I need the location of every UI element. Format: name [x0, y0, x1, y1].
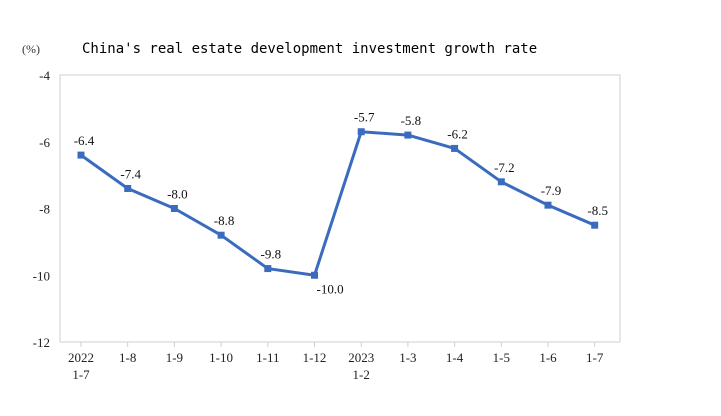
x-tick-label: 2022 1-7 [68, 350, 94, 382]
data-point [124, 184, 132, 192]
data-point [77, 151, 85, 159]
plot-frame [59, 74, 621, 343]
data-point [264, 265, 272, 273]
data-label: -7.4 [120, 166, 141, 181]
y-axis: -4 -6 -8 -10 -12 [33, 68, 51, 350]
data-point [404, 131, 412, 139]
y-tick-label: -8 [39, 202, 50, 217]
data-markers [77, 128, 599, 279]
y-tick-label: -4 [39, 68, 50, 83]
y-tick-label: -10 [33, 268, 50, 283]
y-tick-label: -12 [33, 335, 50, 350]
x-tick-label: 1-4 [446, 350, 464, 365]
data-point [451, 144, 459, 152]
data-label: -8.0 [167, 187, 188, 202]
y-unit-label: (%) [22, 42, 40, 56]
data-label: -10.0 [317, 281, 344, 296]
x-tick-label: 1-11 [256, 350, 279, 365]
data-point [170, 205, 178, 212]
series-line [80, 130, 596, 277]
data-label: -6.4 [74, 133, 95, 148]
data-point [544, 201, 552, 209]
x-tick-label: 1-3 [399, 350, 416, 365]
data-point [217, 231, 225, 239]
chart-title: China's real estate development investme… [82, 41, 537, 57]
x-tick-label: 1-8 [119, 350, 136, 365]
data-label: -6.2 [447, 126, 468, 141]
x-tick-label: 1-10 [209, 350, 233, 365]
data-point [591, 221, 599, 229]
data-label: -7.9 [541, 183, 562, 198]
data-label: -9.8 [261, 247, 282, 262]
data-point [311, 271, 318, 279]
data-point [357, 128, 365, 136]
x-tick-label: 1-5 [493, 350, 510, 365]
x-tick-label: 1-9 [166, 350, 183, 365]
data-label: -5.7 [354, 110, 375, 125]
x-tick-label: 1-7 [586, 350, 604, 365]
data-point [497, 178, 505, 186]
data-labels: -6.4 -7.4 -8.0 -8.8 -9.8 -10.0 -5.7 -5.8 -6.2 -7.… [74, 110, 608, 297]
data-label: -8.5 [587, 203, 608, 218]
data-label: -8.8 [214, 213, 235, 228]
x-tick-label: 2023 1-2 [348, 350, 374, 382]
x-tick-label: 1-6 [539, 350, 557, 365]
y-tick-label: -6 [39, 135, 50, 150]
data-label: -5.8 [401, 113, 422, 128]
data-label: -7.2 [494, 160, 515, 175]
x-tick-label: 1-12 [303, 350, 327, 365]
x-axis: 2022 1-7 1-8 1-9 1-10 1-11 1-12 2023 1-2 1-3 1-4 1-… [68, 342, 604, 382]
